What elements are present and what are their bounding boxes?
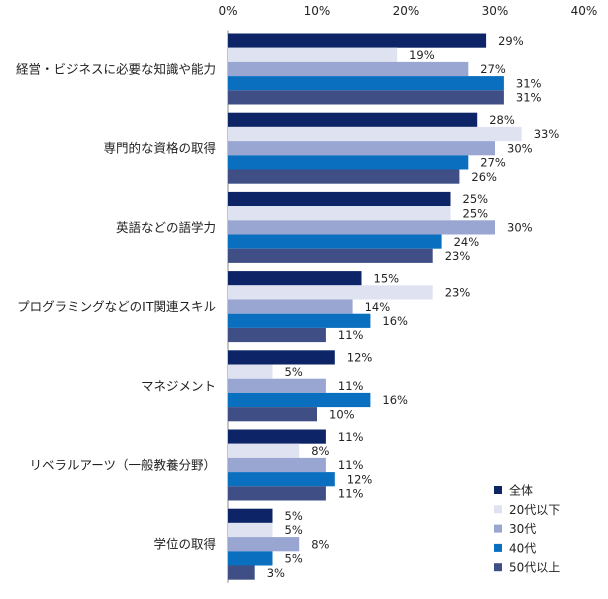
- x-tick-label: 0%: [218, 4, 237, 18]
- bar: [228, 522, 273, 538]
- bar: [228, 141, 495, 156]
- data-label: 11%: [338, 430, 364, 444]
- category-label: プログラミングなどのIT関連スキル: [17, 299, 216, 314]
- data-label: 23%: [445, 249, 471, 263]
- bar: [228, 271, 362, 286]
- bar: [228, 551, 273, 566]
- data-label: 12%: [347, 472, 373, 486]
- bar: [228, 112, 478, 127]
- data-label: 16%: [382, 314, 408, 328]
- legend-swatch: [494, 563, 502, 572]
- data-label: 11%: [338, 458, 364, 472]
- data-label: 14%: [365, 300, 391, 314]
- data-label: 8%: [311, 537, 329, 551]
- bar: [228, 90, 504, 105]
- data-label: 19%: [409, 48, 435, 62]
- category-label: リベラルアーツ（一般教養分野）: [29, 458, 216, 473]
- bar: [228, 76, 504, 91]
- data-label: 27%: [480, 156, 506, 170]
- data-label: 8%: [311, 444, 329, 458]
- category-label: マネジメント: [141, 378, 216, 393]
- data-label: 31%: [516, 91, 542, 105]
- data-label: 15%: [374, 271, 400, 285]
- data-label: 5%: [285, 365, 303, 379]
- bar: [228, 350, 335, 365]
- bar: [228, 220, 495, 235]
- legend-swatch: [494, 486, 502, 494]
- data-label: 33%: [534, 127, 560, 141]
- bar: [228, 126, 522, 142]
- data-label: 25%: [463, 206, 489, 220]
- legend-label: 20代以下: [509, 503, 560, 517]
- data-label: 24%: [454, 235, 480, 249]
- bar: [228, 248, 433, 263]
- bar: [228, 206, 451, 221]
- bar: [228, 33, 487, 48]
- bar: [228, 565, 255, 580]
- bar: [228, 392, 371, 408]
- bar: [228, 234, 442, 249]
- bar: [228, 407, 317, 422]
- x-tick-label: 20%: [393, 4, 420, 18]
- bar: [228, 364, 273, 379]
- bar: [228, 191, 451, 207]
- data-label: 31%: [516, 76, 542, 90]
- legend-label: 30代: [509, 522, 536, 536]
- data-label: 10%: [329, 407, 355, 421]
- data-label: 28%: [489, 113, 515, 127]
- data-label: 5%: [285, 509, 303, 523]
- bar: [228, 155, 469, 170]
- bar: [228, 169, 460, 184]
- bars: [228, 33, 522, 580]
- legend-label: 50代以上: [509, 561, 560, 575]
- legend-swatch: [494, 543, 502, 552]
- data-label: 11%: [338, 487, 364, 501]
- data-label: 11%: [338, 379, 364, 393]
- bar: [228, 486, 326, 501]
- bar: [228, 47, 398, 62]
- data-label: 23%: [445, 286, 471, 300]
- category-labels: 経営・ビジネスに必要な知識や能力専門的な資格の取得英語などの語学力プログラミング…: [16, 62, 216, 552]
- bar: [228, 285, 433, 300]
- legend-label: 全体: [509, 483, 533, 498]
- data-label: 5%: [285, 552, 303, 566]
- category-label: 専門的な資格の取得: [103, 141, 216, 156]
- category-label: 学位の取得: [153, 537, 216, 552]
- legend: 全体 20代以下 30代 40代 50代以上: [494, 483, 560, 575]
- data-label: 26%: [471, 170, 497, 184]
- data-label: 12%: [347, 351, 373, 365]
- bar: [228, 327, 326, 343]
- bar: [228, 378, 326, 393]
- data-label: 11%: [338, 328, 364, 342]
- data-label: 25%: [463, 192, 489, 206]
- x-tick-label: 30%: [482, 4, 509, 18]
- bar: [228, 299, 353, 314]
- bar: [228, 443, 300, 458]
- data-label: 29%: [498, 34, 524, 48]
- data-label: 27%: [480, 62, 506, 76]
- x-tick-label: 40%: [571, 4, 598, 18]
- data-label: 30%: [507, 141, 533, 155]
- bar: [228, 429, 326, 444]
- data-label: 3%: [267, 566, 285, 580]
- data-label: 16%: [382, 393, 408, 407]
- bar: [228, 508, 273, 523]
- category-label: 経営・ビジネスに必要な知識や能力: [16, 62, 216, 77]
- data-label: 5%: [285, 523, 303, 537]
- legend-label: 40代: [509, 541, 536, 555]
- bar: [228, 472, 335, 487]
- x-tick-label: 10%: [304, 4, 331, 18]
- bar: [228, 537, 300, 552]
- bar: [228, 313, 371, 328]
- bar: [228, 61, 469, 77]
- category-label: 英語などの語学力: [116, 220, 216, 235]
- legend-swatch: [494, 524, 502, 533]
- data-labels: 29%19%27%31%31%28%33%30%27%26%25%25%30%2…: [267, 34, 560, 580]
- legend-swatch: [494, 505, 502, 514]
- data-label: 30%: [507, 221, 533, 235]
- bar: [228, 457, 326, 473]
